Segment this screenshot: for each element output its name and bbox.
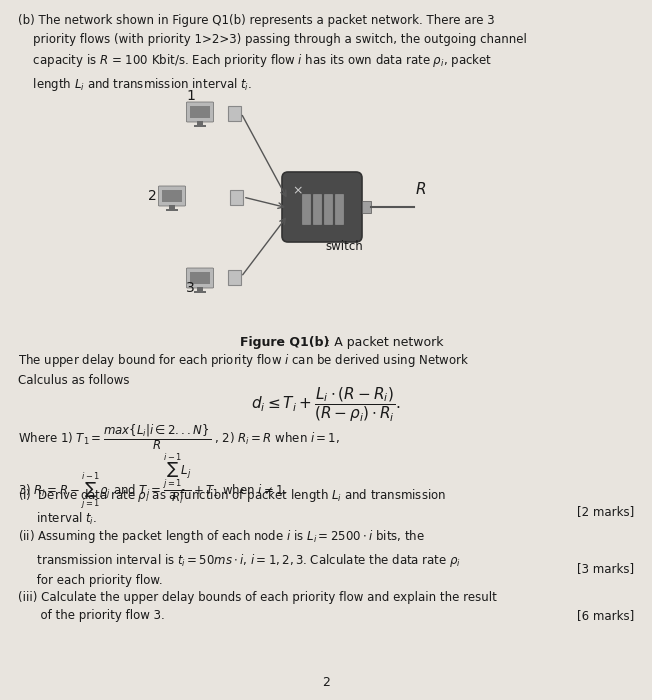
Bar — [198, 121, 203, 125]
Bar — [162, 190, 182, 202]
Text: (iii) Calculate the upper delay bounds of each priority flow and explain the res: (iii) Calculate the upper delay bounds o… — [18, 591, 497, 622]
Bar — [166, 209, 178, 211]
Text: switch: switch — [325, 240, 363, 253]
FancyBboxPatch shape — [186, 102, 214, 122]
Text: R: R — [416, 182, 426, 197]
FancyBboxPatch shape — [186, 268, 214, 288]
Text: (ii) Assuming the packet length of each node $i$ is $L_i = 2500 \cdot i$ bits, t: (ii) Assuming the packet length of each … — [18, 528, 461, 587]
Bar — [170, 205, 175, 209]
Bar — [302, 194, 310, 224]
FancyBboxPatch shape — [282, 172, 362, 242]
Text: (b) The network shown in Figure Q1(b) represents a packet network. There are 3
 : (b) The network shown in Figure Q1(b) re… — [18, 14, 527, 92]
Bar — [230, 190, 243, 205]
Text: 1: 1 — [186, 89, 195, 103]
Text: (i)  Derive data rate $\rho_i$ as a function of packet length $L_i$ and transmis: (i) Derive data rate $\rho_i$ as a funct… — [18, 487, 446, 526]
Text: 2: 2 — [148, 189, 156, 203]
Text: 2: 2 — [322, 676, 330, 689]
Text: 3: 3 — [186, 281, 195, 295]
Text: $d_i \leq T_i + \dfrac{L_i \cdot (R - R_i)}{(R - \rho_i) \cdot R_i}$.: $d_i \leq T_i + \dfrac{L_i \cdot (R - R_… — [251, 385, 401, 424]
Text: Figure Q1(b): Figure Q1(b) — [240, 336, 329, 349]
Text: $\times$: $\times$ — [292, 184, 303, 197]
Bar — [335, 194, 343, 224]
Text: [3 marks]: [3 marks] — [577, 562, 634, 575]
Bar — [190, 272, 210, 284]
Text: 3) $R_i = R - \sum_{j=1}^{i-1}\rho_j$ and $T_i = \dfrac{\sum_{j=1}^{i-1}L_j}{R_i: 3) $R_i = R - \sum_{j=1}^{i-1}\rho_j$ an… — [18, 452, 288, 511]
Text: The upper delay bound for each priority flow $i$ can be derived using Network
Ca: The upper delay bound for each priority … — [18, 352, 469, 388]
Bar — [324, 194, 332, 224]
Bar — [190, 106, 210, 118]
Text: Where 1) $T_1 = \dfrac{max\{L_i | i \in 2...N\}}{R}$ , 2) $R_i = R$ when $i = 1$: Where 1) $T_1 = \dfrac{max\{L_i | i \in … — [18, 422, 340, 452]
Text: : A packet network: : A packet network — [326, 336, 443, 349]
Bar — [194, 125, 206, 127]
Bar — [313, 194, 321, 224]
Bar — [228, 106, 241, 121]
Bar — [362, 201, 371, 213]
FancyBboxPatch shape — [158, 186, 186, 206]
Bar — [194, 290, 206, 293]
Text: [2 marks]: [2 marks] — [577, 505, 634, 518]
Text: [6 marks]: [6 marks] — [577, 609, 634, 622]
Bar — [198, 287, 203, 290]
Bar — [228, 270, 241, 285]
